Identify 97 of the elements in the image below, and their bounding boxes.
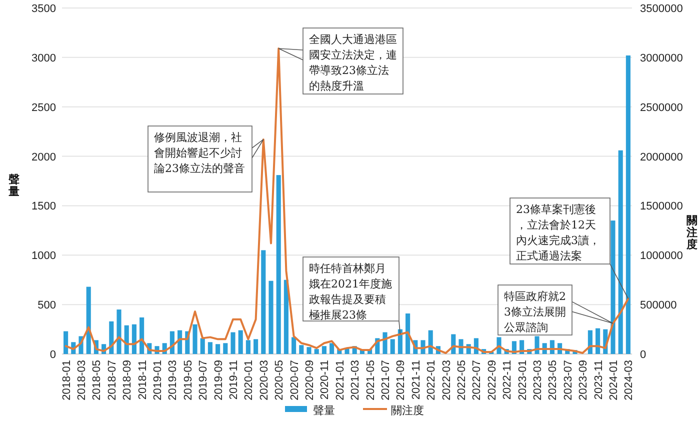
bar xyxy=(299,345,304,354)
bar xyxy=(208,342,212,354)
x-tick-label: 2020-11 xyxy=(319,360,332,400)
x-tick-label: 2022-05 xyxy=(456,360,468,400)
x-tick-label: 2022-11 xyxy=(502,360,514,400)
y2-axis-title: 關注度 xyxy=(686,215,698,251)
annotation: 時任特首林鄭月娥在2021年度施政報告提及要積極推展23條 xyxy=(309,262,392,322)
x-tick-label: 2020-09 xyxy=(304,360,316,400)
bar xyxy=(382,332,388,354)
y-tick-label: 3000 xyxy=(32,52,56,64)
legend-label: 聲量 xyxy=(313,404,335,417)
y2-tick-label: 1000000 xyxy=(640,250,683,262)
x-tick-label: 2023-01 xyxy=(516,360,529,400)
y2-tick-label: 0 xyxy=(640,349,646,361)
x-tick-label: 2022-07 xyxy=(471,360,484,400)
x-tick-label: 2018-03 xyxy=(76,360,88,400)
bar xyxy=(268,280,274,354)
bar xyxy=(292,337,296,354)
x-tick-label: 2024-03 xyxy=(623,360,636,400)
x-tick-label: 2019-09 xyxy=(212,360,225,400)
bar xyxy=(230,332,236,354)
x-tick-label: 2021-11 xyxy=(410,360,422,400)
y2-tick-label: 3500000 xyxy=(640,3,683,15)
x-tick-label: 2023-07 xyxy=(562,360,574,400)
bar xyxy=(86,286,91,354)
x-tick-label: 2023-05 xyxy=(547,360,560,400)
x-tick-label: 2018-01 xyxy=(60,360,73,400)
y-tick-label: 500 xyxy=(38,300,56,312)
y2-tick-label: 1500000 xyxy=(640,200,683,213)
x-tick-label: 2022-01 xyxy=(426,360,438,400)
y-axis-title: 聲量 xyxy=(8,173,20,198)
bar xyxy=(276,175,281,354)
x-tick-label: 2021-03 xyxy=(350,360,362,400)
bar xyxy=(626,55,630,354)
bar xyxy=(406,313,410,354)
x-tick-label: 2023-11 xyxy=(592,360,605,400)
y-tick-label: 1000 xyxy=(32,250,56,262)
y2-tick-label: 2500000 xyxy=(640,102,683,114)
y2-tick-label: 500000 xyxy=(640,300,677,312)
x-tick-label: 2020-01 xyxy=(243,360,256,400)
x-tick-label: 2021-07 xyxy=(380,360,392,400)
annotation: 全國人大通過港區國安立法決定，連帶導致23條立法的熱度升溫 xyxy=(309,33,397,92)
line-series xyxy=(64,48,630,354)
x-tick-label: 2019-11 xyxy=(228,360,240,400)
bar xyxy=(116,310,122,354)
x-tick-label: 2019-03 xyxy=(167,360,180,400)
bar xyxy=(132,324,136,354)
bar xyxy=(322,346,326,354)
x-tick-label: 2020-05 xyxy=(274,360,286,400)
bar xyxy=(140,317,144,354)
bar xyxy=(330,343,334,354)
x-tick-label: 2021-09 xyxy=(395,360,408,400)
x-tick-label: 2018-11 xyxy=(136,360,149,400)
y-tick-label: 0 xyxy=(50,349,56,361)
x-tick-label: 2019-05 xyxy=(182,360,194,400)
bar xyxy=(610,220,616,354)
y-tick-label: 2000 xyxy=(32,151,56,164)
x-tick-label: 2023-03 xyxy=(532,360,544,400)
bar xyxy=(64,331,68,354)
y-tick-label: 1500 xyxy=(32,200,56,213)
annotation: 23條草案刊憲後，立法會於12天內火速完成3讀，正式通過法案 xyxy=(516,203,600,262)
x-tick-label: 2018-09 xyxy=(122,360,134,400)
y2-tick-label: 3000000 xyxy=(640,52,683,64)
annotation: 特區政府就23條立法展開公眾諮詢 xyxy=(504,290,566,334)
bar xyxy=(109,321,114,354)
x-tick-label: 2021-01 xyxy=(334,360,346,400)
x-tick-label: 2018-07 xyxy=(106,360,118,400)
x-tick-label: 2018-05 xyxy=(91,360,104,400)
x-tick-label: 2022-09 xyxy=(486,360,498,400)
bar xyxy=(306,347,312,354)
bar xyxy=(192,324,198,354)
bar xyxy=(618,150,623,354)
y-tick-label: 2500 xyxy=(32,102,56,114)
bar xyxy=(223,343,228,354)
bar xyxy=(596,328,600,354)
x-tick-label: 2022-03 xyxy=(440,360,453,400)
x-tick-label: 2020-07 xyxy=(288,360,301,400)
bar xyxy=(390,339,395,354)
bar xyxy=(261,250,266,354)
x-tick-label: 2019-01 xyxy=(152,360,164,400)
bar xyxy=(254,339,258,354)
bar xyxy=(124,325,129,354)
x-tick-label: 2021-05 xyxy=(364,360,377,400)
bar xyxy=(238,330,243,354)
x-tick-label: 2020-03 xyxy=(258,360,270,400)
y-tick-label: 3500 xyxy=(32,3,56,15)
bar xyxy=(314,349,319,354)
annotation: 修例風波退潮，社會開始響起不少討論23條立法的聲音 xyxy=(154,131,245,175)
x-tick-label: 2023-09 xyxy=(578,360,590,400)
bar xyxy=(284,280,288,354)
legend-label: 關注度 xyxy=(391,404,424,417)
x-tick-label: 2024-01 xyxy=(608,360,620,400)
bar xyxy=(246,340,250,354)
y2-tick-label: 2000000 xyxy=(640,151,683,164)
x-tick-label: 2019-07 xyxy=(198,360,210,400)
bar xyxy=(200,338,205,354)
bar xyxy=(216,344,220,354)
